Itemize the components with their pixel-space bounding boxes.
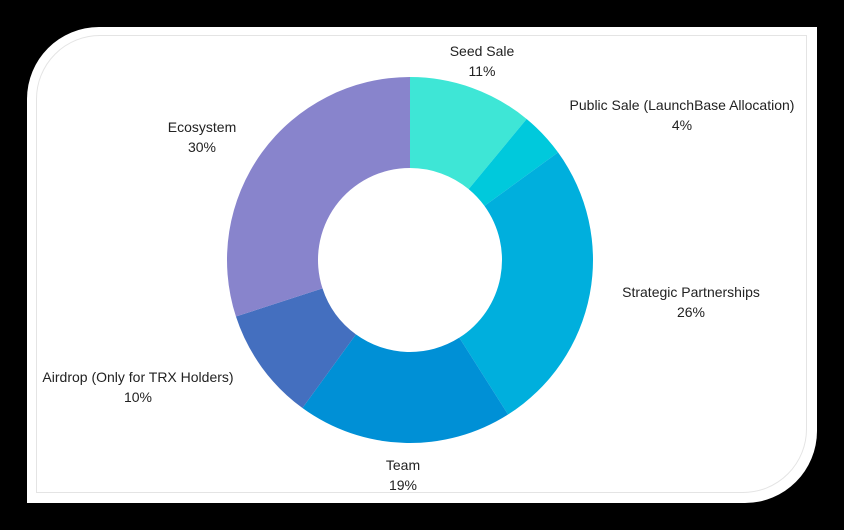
label-value: 11% — [468, 63, 496, 79]
label-value: 30% — [187, 139, 217, 155]
label-value: 26% — [676, 304, 706, 320]
label-name: Airdrop (Only for TRX Holders) — [42, 369, 234, 385]
donut-slice-team — [302, 334, 509, 443]
label-strategic-partnerships: Strategic Partnerships 26% — [622, 282, 760, 322]
label-team: Team 19% — [386, 455, 420, 495]
label-value: 19% — [388, 477, 418, 493]
label-value: 10% — [123, 389, 153, 405]
label-ecosystem: Ecosystem 30% — [168, 117, 236, 157]
label-public-sale: Public Sale (LaunchBase Allocation) 4% — [570, 95, 795, 135]
label-seed-sale: Seed Sale 11% — [450, 41, 515, 81]
label-name: Team — [385, 457, 421, 473]
donut-slice-strategic-partnerships — [459, 152, 593, 415]
label-value: 4% — [671, 117, 693, 133]
donut-slice-ecosystem — [227, 77, 410, 317]
chart-card-border — [36, 35, 807, 493]
label-name: Seed Sale — [449, 43, 515, 59]
donut-slice-public-sale-launchbase-allocation — [468, 118, 559, 206]
label-airdrop: Airdrop (Only for TRX Holders) 10% — [42, 367, 233, 407]
label-name: Ecosystem — [167, 119, 237, 135]
label-name: Public Sale (LaunchBase Allocation) — [569, 97, 795, 113]
label-name: Strategic Partnerships — [622, 284, 760, 300]
donut-slice-airdrop-only-for-trx-holders — [235, 288, 356, 409]
donut-slice-seed-sale — [410, 77, 527, 190]
